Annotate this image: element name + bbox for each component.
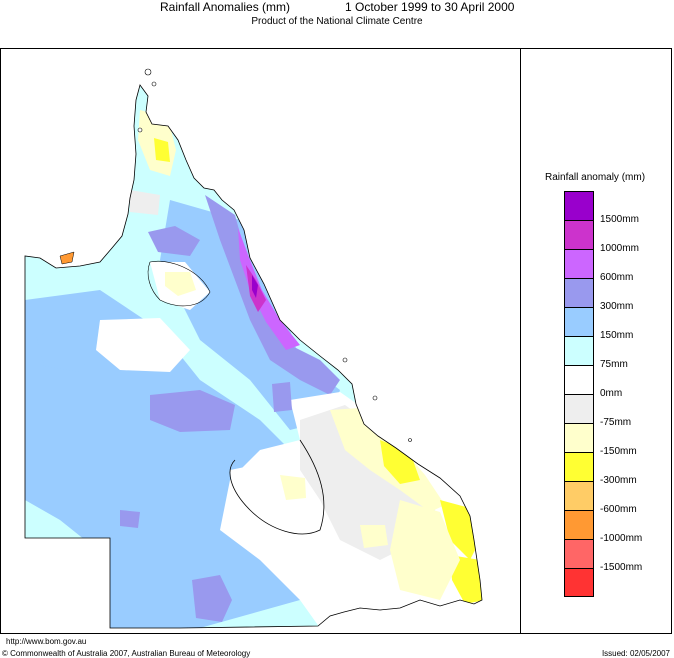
legend-label: 150mm [600,330,634,341]
legend-swatch [564,336,594,365]
legend-label: -300mm [600,475,637,486]
legend-swatch [564,220,594,249]
queensland-map [1,49,520,633]
legend-swatch [564,539,594,568]
map-subtitle: Product of the National Climate Centre [251,16,423,27]
legend-swatch [564,481,594,510]
legend-swatch [564,307,594,336]
legend-label: -1500mm [600,562,643,573]
legend-divider [520,48,521,634]
legend-label: -75mm [600,417,632,428]
legend-swatch [564,423,594,452]
legend-swatch [564,394,594,423]
legend-color-bar [564,191,594,597]
legend-swatch [564,568,594,597]
legend-swatch [564,510,594,539]
legend-label: 1000mm [600,243,639,254]
map-period: 1 October 1999 to 30 April 2000 [345,0,515,14]
legend-label: 600mm [600,272,634,283]
legend-title: Rainfall anomaly (mm) [545,172,646,183]
legend-label: 300mm [600,301,634,312]
legend-swatch [564,365,594,394]
legend-swatch [564,191,594,220]
legend-label: 1500mm [600,214,639,225]
legend-label: 75mm [600,359,628,370]
map-title: Rainfall Anomalies (mm) [160,0,291,14]
legend-label: -150mm [600,446,637,457]
legend-swatch [564,452,594,481]
footer-copyright: © Commonwealth of Australia 2007, Austra… [2,649,251,658]
footer-url: http://www.bom.gov.au [6,637,87,646]
legend-swatch [564,278,594,307]
legend-label: -600mm [600,504,637,515]
footer-issued: Issued: 02/05/2007 [601,649,670,658]
legend-label: -1000mm [600,533,643,544]
legend-swatch [564,249,594,278]
legend-label: 0mm [600,388,623,399]
map-frame [0,48,672,634]
